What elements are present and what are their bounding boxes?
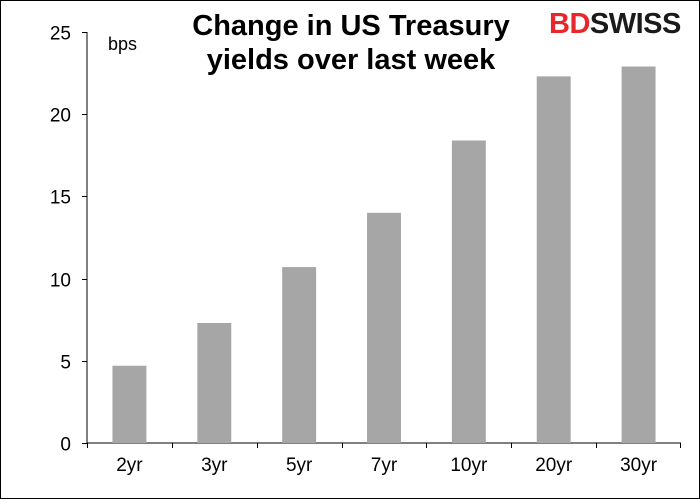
y-tick-label: 0 xyxy=(60,435,71,456)
x-tick-label: 3yr xyxy=(201,455,228,476)
logo-part-bd: BD xyxy=(549,8,590,40)
x-tick-label: 20yr xyxy=(535,455,573,476)
x-tick-label: 10yr xyxy=(450,455,488,476)
y-tick-label: 15 xyxy=(50,188,71,209)
bar-20yr xyxy=(536,76,571,443)
y-axis-unit-label: bps xyxy=(108,34,138,54)
bar-2yr xyxy=(112,365,147,443)
bar-10yr xyxy=(451,140,486,443)
x-tick-label: 5yr xyxy=(286,455,313,476)
y-tick-label: 25 xyxy=(50,24,71,45)
y-tick-label: 10 xyxy=(50,271,71,292)
x-tick-label: 7yr xyxy=(371,455,398,476)
chart-title-line-1: Change in US Treasury xyxy=(192,10,510,42)
y-tick-label: 20 xyxy=(50,106,71,127)
chart-title: Change in US Treasury yields over last w… xyxy=(161,9,541,77)
bar-30yr xyxy=(621,66,656,444)
x-tick-label: 30yr xyxy=(620,455,658,476)
y-tick-label: 5 xyxy=(60,353,71,374)
x-tick-label: 2yr xyxy=(116,455,143,476)
bdswiss-logo: BDSWISS xyxy=(549,7,681,41)
bar-7yr xyxy=(367,212,401,443)
bar-3yr xyxy=(197,322,232,443)
bar-5yr xyxy=(282,267,317,443)
chart-title-line-2: yields over last week xyxy=(206,44,496,76)
logo-part-swiss: SWISS xyxy=(589,8,681,40)
